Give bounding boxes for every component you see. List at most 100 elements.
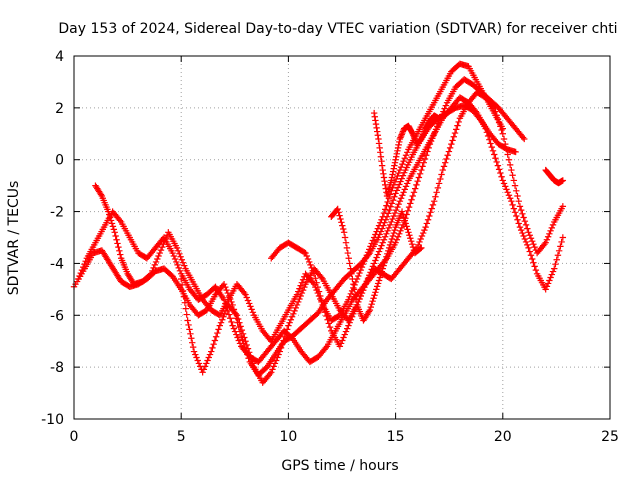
data-point [351,286,358,293]
data-point [393,150,401,157]
data-point [338,219,345,226]
data-point [398,131,405,138]
data-point [211,337,219,344]
data-point [233,312,241,319]
data-point [440,163,448,170]
data-point [230,325,238,332]
data-point [179,259,187,266]
data-point [559,234,567,241]
data-point [387,238,395,246]
data-point [446,144,454,152]
data-point [521,218,529,225]
data-point [180,293,188,300]
data-point [492,155,499,162]
data-point [345,296,352,303]
data-point [472,108,480,115]
data-point [303,252,310,260]
data-point [149,267,156,275]
data-point [269,366,276,373]
data-point [402,220,409,227]
data-point [355,272,362,280]
data-point [408,196,415,203]
data-point [559,203,567,210]
data-point [448,140,455,148]
data-point [286,319,293,326]
data-point [395,141,402,149]
data-point [359,260,367,268]
data-point [233,331,240,338]
data-point [348,270,355,277]
data-point [185,321,192,329]
data-point [247,303,254,310]
data-point [422,223,429,231]
data-point [449,137,456,144]
data-point [82,258,89,265]
data-point [315,288,323,295]
data-point [248,356,255,363]
data-point [445,148,453,155]
y-tick-label: -8 [50,360,64,376]
data-point [371,292,378,299]
data-point [530,240,537,248]
data-point [520,214,527,221]
data-point [208,348,215,355]
data-point [347,316,355,323]
data-point [519,210,526,217]
chart-title: Day 153 of 2024, Sidereal Day-to-day VTE… [58,21,617,37]
data-point [181,262,188,269]
data-point [391,159,399,166]
data-point [347,290,355,298]
data-point [484,132,492,140]
data-point [418,134,426,141]
data-point [390,212,397,220]
data-point [183,311,190,318]
data-point [293,301,301,309]
data-point [384,250,391,257]
data-point [377,271,385,278]
data-point [318,297,325,304]
data-point [299,286,307,294]
data-point [291,307,298,315]
data-point [394,172,401,180]
data-point [406,232,413,239]
data-point [397,227,404,235]
data-point [231,328,239,335]
data-point [356,295,363,303]
data-point [530,259,537,266]
data-point [306,258,313,266]
data-point [454,122,461,129]
data-point [345,322,352,329]
data-point [393,175,400,183]
data-point [512,148,519,156]
data-point [441,105,448,112]
data-point [239,330,247,338]
data-point [416,238,423,246]
data-point [502,140,509,148]
data-point [223,286,230,294]
data-point [399,128,407,135]
data-point [517,226,525,234]
data-point [151,261,159,269]
data-point [525,244,532,252]
data-point [377,153,385,160]
data-point [396,138,403,146]
data-point [407,200,414,207]
data-point [399,221,407,229]
data-point [357,292,364,300]
data-point [390,165,397,172]
data-point [244,297,252,304]
data-point [288,313,296,320]
data-point [369,298,376,305]
x-tick-label: 10 [279,429,297,445]
data-point [112,232,119,240]
data-point [434,184,442,192]
data-point [544,233,552,240]
data-point [383,230,390,237]
data-point [497,123,504,130]
data-point [365,308,373,315]
data-point [546,230,553,237]
data-point [548,271,556,278]
data-point [527,235,535,242]
data-point [317,292,324,300]
